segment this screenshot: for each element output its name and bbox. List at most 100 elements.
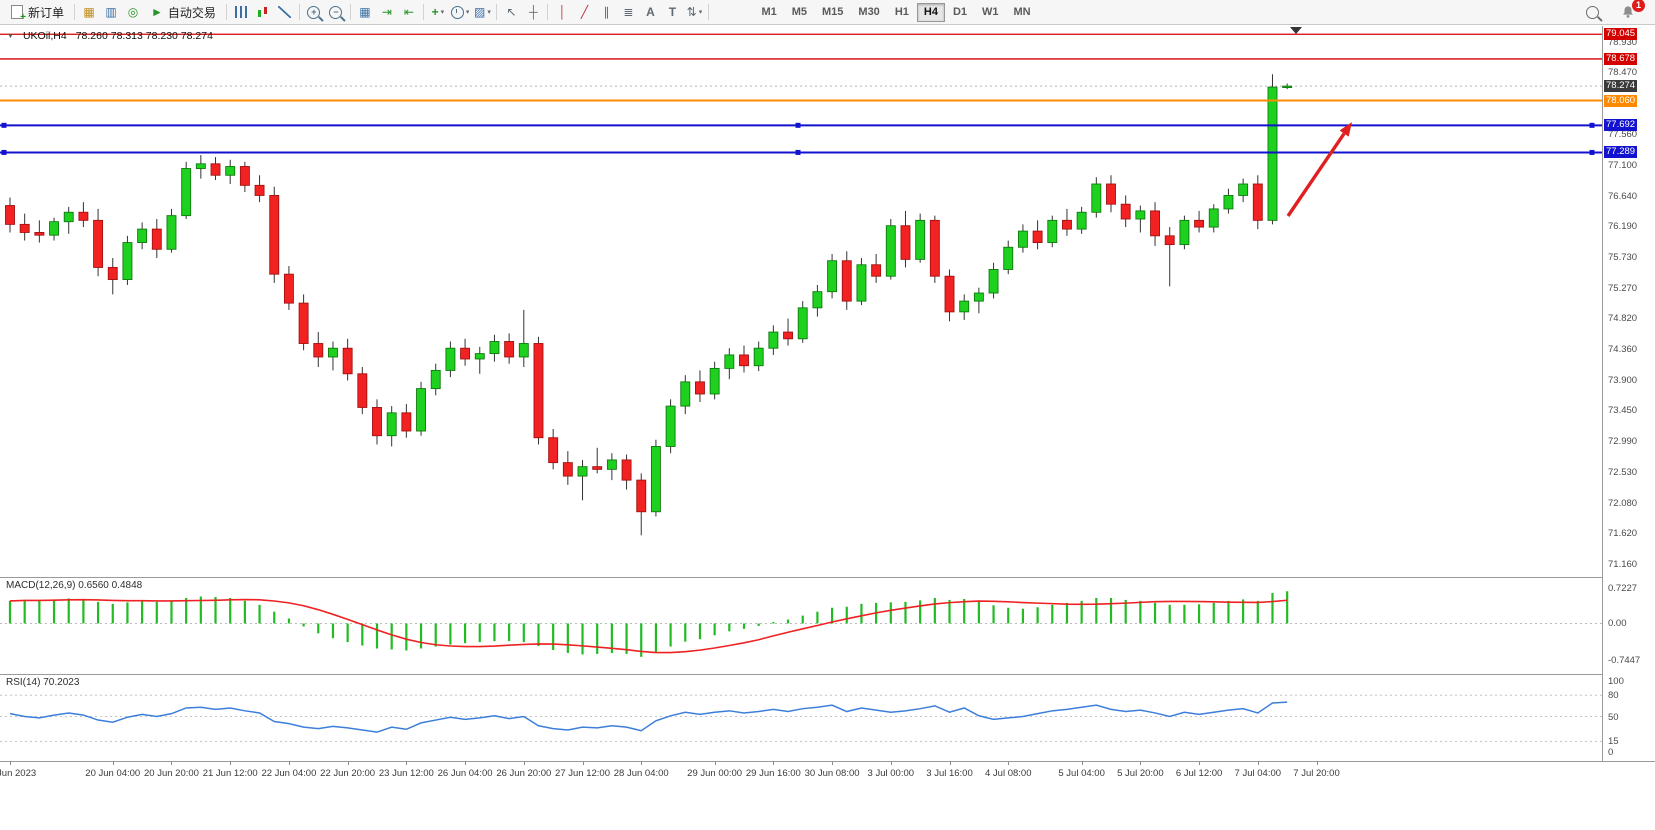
price-tick-label: 74.820 — [1608, 313, 1638, 325]
timeframe-h1[interactable]: H1 — [888, 3, 916, 22]
rsi-line — [9, 701, 1288, 733]
time-tick — [832, 762, 834, 765]
toolbar-separator — [422, 4, 424, 20]
timeframe-toolbar: M1 M5 M15 M30 H1 H4 D1 W1 MN — [754, 2, 1038, 22]
dropdown-caret-icon: ▾ — [487, 9, 491, 16]
price-tick-label: 77.560 — [1608, 128, 1638, 140]
time-label: 5 Jul 20:00 — [1117, 768, 1164, 779]
cursor-icon[interactable]: ↖ — [500, 2, 522, 23]
price-line-badge: 78.678 — [1604, 52, 1638, 65]
time-label: 22 Jun 20:00 — [320, 768, 376, 779]
arrows-tool-icon[interactable]: ⇅ ▾ — [683, 2, 705, 23]
timeframe-d1[interactable]: D1 — [946, 3, 974, 22]
rsi-panel-canvas[interactable] — [0, 675, 1602, 761]
search-button[interactable] — [1581, 2, 1603, 23]
macd-panel-separator[interactable] — [0, 577, 1655, 578]
toolbar-separator — [225, 4, 227, 20]
line-chart-icon[interactable] — [274, 2, 296, 23]
price-scale[interactable]: 78.930 78.470 77.560 77.100 76.640 76.190 75.7… — [1602, 26, 1655, 761]
time-tick — [890, 762, 892, 765]
price-tick-label: 76.640 — [1608, 190, 1638, 202]
text-label-icon[interactable]: T — [661, 2, 683, 23]
one-click-trading-toggle[interactable]: ▼ — [7, 32, 14, 40]
navigator-icon[interactable]: ◎ — [122, 2, 144, 23]
chart-shift-icon[interactable]: ⇤ — [398, 2, 420, 23]
time-label: 22 Jun 04:00 — [261, 768, 317, 779]
vertical-line-icon[interactable]: │ — [551, 2, 573, 23]
macd-panel-canvas[interactable] — [0, 578, 1602, 674]
rsi-scale-label: 100 — [1608, 676, 1624, 687]
equidistant-channel-icon[interactable]: ∥ — [595, 2, 617, 23]
time-tick — [1199, 762, 1201, 765]
zoom-out-icon[interactable]: − — [325, 2, 347, 23]
bar-chart-icon[interactable] — [230, 2, 252, 23]
hline-77.289[interactable] — [0, 149, 1602, 155]
market-watch-icon[interactable]: ▦ — [78, 2, 100, 23]
candlestick-chart-icon[interactable] — [252, 2, 274, 23]
rsi-scale-label: 15 — [1608, 736, 1619, 748]
toolbar-separator — [547, 4, 549, 20]
hline-handle[interactable] — [795, 122, 801, 128]
hline-77.692[interactable] — [0, 122, 1602, 128]
trendline-icon[interactable]: ╱ — [573, 2, 595, 23]
hline-handle[interactable] — [1589, 122, 1595, 128]
time-label: 29 Jun 00:00 — [687, 768, 743, 779]
templates-icon[interactable]: ▨ ▾ — [471, 2, 493, 23]
notification-badge: 1 — [1632, 0, 1645, 12]
tile-windows-icon[interactable]: ▦ — [354, 2, 376, 23]
price-tick-label: 72.530 — [1608, 467, 1638, 479]
price-line-badge: 78.060 — [1604, 94, 1638, 107]
price-tick-label: 75.730 — [1608, 251, 1638, 263]
time-label: 7 Jul 04:00 — [1234, 768, 1282, 779]
time-label: 23 Jun 12:00 — [378, 768, 434, 779]
macd-scale-label: 0.00 — [1608, 618, 1627, 630]
rsi-panel-separator[interactable] — [0, 674, 1655, 675]
time-tick — [582, 762, 584, 765]
auto-scroll-icon[interactable]: ⇥ — [376, 2, 398, 23]
price-tick-label: 71.620 — [1608, 528, 1638, 540]
time-label: 21 Jun 12:00 — [202, 768, 258, 779]
time-tick — [465, 762, 467, 765]
zoom-in-icon[interactable]: + — [303, 2, 325, 23]
crosshair-icon[interactable]: ┼ — [522, 2, 544, 23]
time-tick — [1140, 762, 1142, 765]
time-label: 6 Jul 12:00 — [1175, 768, 1223, 779]
main-chart-canvas[interactable] — [0, 26, 1602, 577]
data-window-icon[interactable]: ▥ — [100, 2, 122, 23]
hline-handle[interactable] — [1, 149, 7, 155]
new-order-icon: + — [11, 5, 26, 23]
timeframe-m30[interactable]: M30 — [851, 3, 886, 22]
autotrading-label: 自动交易 — [167, 5, 216, 20]
chart-shift-marker[interactable] — [1290, 27, 1302, 34]
time-tick — [714, 762, 716, 765]
time-tick — [171, 762, 173, 765]
time-label: 28 Jun 04:00 — [613, 768, 669, 779]
text-icon[interactable]: A — [639, 2, 661, 23]
fibonacci-icon[interactable]: ≣ — [617, 2, 639, 23]
periods-icon[interactable]: ▾ — [449, 2, 472, 23]
notifications-button[interactable]: 1 — [1617, 0, 1645, 23]
autotrading-button[interactable]: ► 自动交易 — [144, 2, 223, 23]
red-arrow-annotation[interactable] — [1286, 122, 1352, 217]
autotrading-play-icon: ► — [151, 5, 163, 19]
indicators-list-icon[interactable]: + ▾ — [427, 2, 449, 23]
price-tick-label: 78.470 — [1608, 67, 1638, 79]
hline-handle[interactable] — [795, 149, 801, 155]
hline-handle[interactable] — [1, 122, 7, 128]
dropdown-caret-icon: ▾ — [465, 9, 470, 16]
rsi-indicator-label: RSI(14) 70.2023 — [6, 677, 80, 688]
timeframe-m15[interactable]: M15 — [815, 3, 850, 22]
timeframe-mn[interactable]: MN — [1007, 3, 1038, 22]
hline-handle[interactable] — [1589, 149, 1595, 155]
timeframe-w1[interactable]: W1 — [975, 3, 1006, 22]
new-order-button[interactable]: + 新订单 — [4, 2, 71, 23]
timeframe-h4[interactable]: H4 — [916, 2, 945, 22]
timeframe-m5[interactable]: M5 — [785, 3, 814, 22]
timeframe-m1[interactable]: M1 — [754, 3, 783, 22]
time-tick — [288, 762, 290, 765]
time-tick — [1316, 762, 1318, 765]
macd-indicator-label: MACD(12,26,9) 0.6560 0.4848 — [6, 580, 143, 591]
toolbar-separator — [298, 4, 300, 20]
horizontal-lines-layer[interactable] — [0, 33, 1602, 155]
